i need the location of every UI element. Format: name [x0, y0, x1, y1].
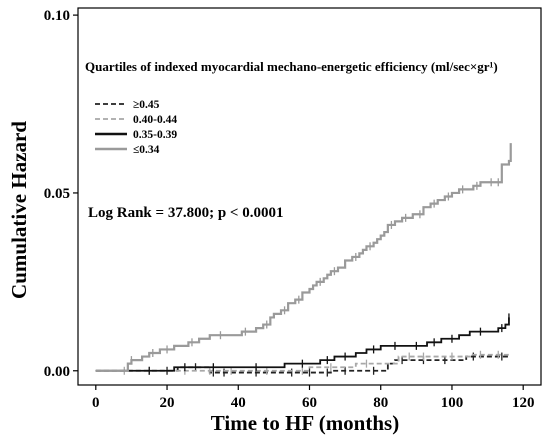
plot-frame: [77, 7, 542, 386]
axes: 0 20 40 60 80 100 120 0.00 0.05 0.10: [44, 8, 535, 411]
y-tick-label: 0.10: [44, 8, 70, 24]
legend: ≥0.45 0.40-0.44 0.35-0.39 ≤0.34: [95, 99, 177, 156]
series-layer: [95, 143, 512, 377]
series-line: [95, 143, 512, 372]
legend-label: 0.35-0.39: [133, 129, 177, 141]
y-tick-label: 0.00: [44, 364, 70, 380]
series-line: [95, 353, 509, 372]
x-tick-label: 60: [302, 395, 317, 411]
series-3: [95, 313, 510, 375]
x-axis-title: Time to HF (months): [211, 411, 399, 435]
x-tick-label: 0: [92, 395, 100, 411]
log-rank-annotation: Log Rank = 37.800; p < 0.0001: [88, 205, 283, 221]
x-tick-label: 120: [512, 395, 535, 411]
legend-label: ≥0.45: [133, 99, 160, 111]
plot-area: [77, 7, 542, 386]
legend-label: 0.40-0.44: [133, 114, 177, 126]
x-tick-label: 40: [231, 395, 246, 411]
x-tick-label: 20: [160, 395, 175, 411]
series-4: [95, 143, 512, 372]
x-tick-label: 100: [441, 395, 464, 411]
chart-title: Quartiles of indexed myocardial mechano-…: [85, 59, 498, 74]
y-tick-label: 0.05: [44, 186, 70, 202]
legend-label: ≤0.34: [133, 144, 160, 156]
y-axis-title: Cumulative Hazard: [7, 121, 31, 299]
x-tick-label: 80: [373, 395, 388, 411]
series-line: [95, 317, 510, 372]
